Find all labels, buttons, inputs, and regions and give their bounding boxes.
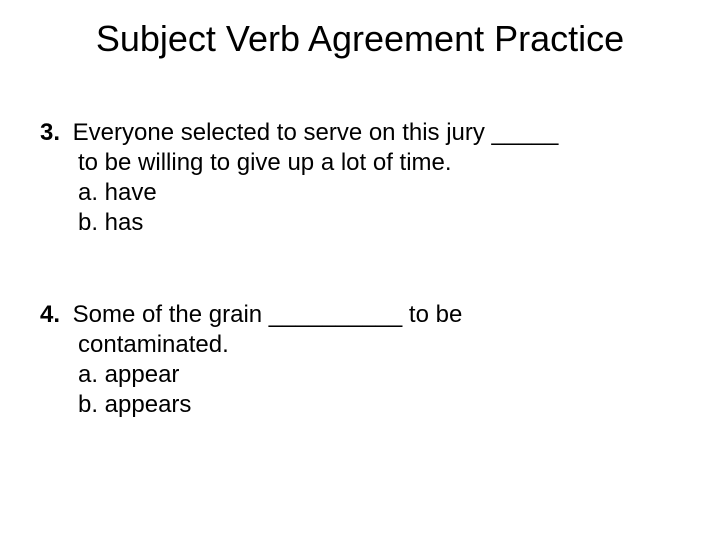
option-a: a. appear bbox=[78, 360, 680, 390]
page-title: Subject Verb Agreement Practice bbox=[0, 18, 720, 60]
question-line-2: to be willing to give up a lot of time. bbox=[78, 148, 680, 178]
option-b: b. appears bbox=[78, 390, 680, 420]
question-line-1: Some of the grain __________ to be bbox=[73, 301, 463, 328]
question-4: 4. Some of the grain __________ to be co… bbox=[40, 300, 680, 420]
question-line-2: contaminated. bbox=[78, 330, 680, 360]
question-number: 4. bbox=[40, 300, 66, 330]
option-b: b. has bbox=[78, 208, 680, 238]
option-a: a. have bbox=[78, 178, 680, 208]
question-number: 3. bbox=[40, 118, 66, 148]
question-line-1: Everyone selected to serve on this jury … bbox=[73, 119, 559, 146]
slide: Subject Verb Agreement Practice 3. Every… bbox=[0, 0, 720, 540]
question-3: 3. Everyone selected to serve on this ju… bbox=[40, 118, 680, 238]
